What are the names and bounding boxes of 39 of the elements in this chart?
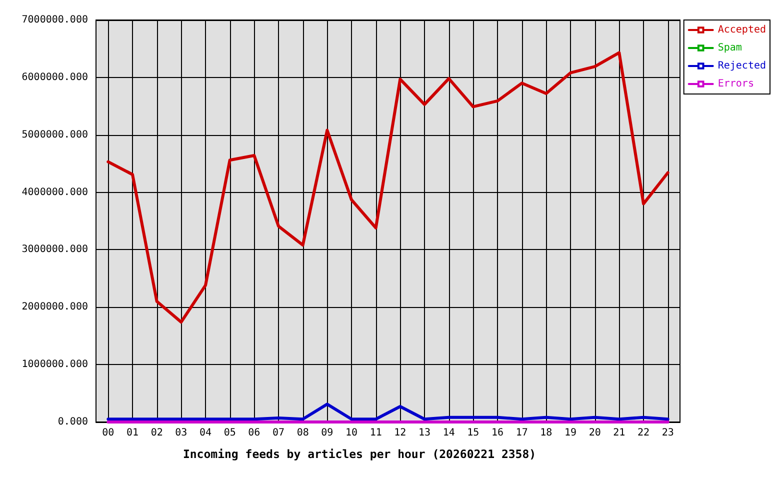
y-tick-label: 6000000.000 [22,72,88,83]
x-tick-label: 03 [175,428,188,438]
x-tick-label: 02 [150,428,163,438]
y-tick-label: 5000000.000 [22,129,88,140]
y-tick-label: 0.000 [58,416,88,428]
x-tick-label: 09 [321,428,334,438]
x-tick-label: 12 [394,428,406,438]
y-tick-label: 2000000.000 [22,302,88,313]
x-tick-label: 15 [467,428,480,438]
x-tick-label: 20 [588,428,601,438]
legend-label: Errors [718,78,754,90]
x-tick-label: 10 [345,428,358,438]
x-tick-label: 05 [224,428,236,438]
x-tick-label: 07 [272,428,285,438]
x-tick-label: 00 [102,428,114,438]
line-series [106,402,670,421]
x-tick-label: 04 [199,428,212,438]
y-tick-label: 4000000.000 [22,186,88,198]
legend-label: Rejected [718,60,766,72]
y-tick-label: 1000000.000 [22,359,88,370]
x-tick-label: 21 [613,428,626,438]
y-tick-label: 7000000.000 [22,14,88,26]
x-tick-label: 14 [442,428,455,438]
line-series [106,51,670,324]
x-tick-label: 16 [491,428,504,438]
legend-label: Spam [718,42,742,54]
x-tick-label: 23 [662,428,674,438]
x-tick-label: 18 [540,428,552,438]
x-axis-title: Incoming feeds by articles per hour (20260221 2358) [182,447,536,461]
y-tick-label: 3000000.000 [22,244,88,256]
legend-label: Accepted [718,24,766,36]
x-tick-label: 22 [637,428,650,438]
x-tick-label: 06 [248,428,260,438]
x-tick-label: 01 [126,428,139,438]
x-tick-label: 19 [564,428,577,438]
x-tick-label: 13 [418,428,431,438]
x-tick-label: 08 [296,428,309,438]
x-tick-label: 11 [370,428,382,438]
x-tick-label: 17 [516,428,528,438]
